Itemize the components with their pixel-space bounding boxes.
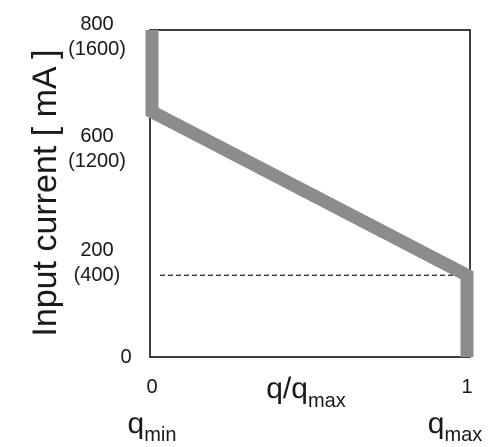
y-tick-label-600: 600 <box>80 125 113 147</box>
plot-frame <box>149 29 471 358</box>
y-tick-label-800: 800 <box>80 13 113 35</box>
y-axis-label: Input current [ mA ] <box>26 49 64 336</box>
q-min-label: qmin <box>128 407 177 446</box>
y-tick-label-0: 0 <box>120 346 131 368</box>
x-axis-label: q/qmax <box>266 372 346 412</box>
chart-marks <box>145 30 474 357</box>
q-max-label: qmax <box>428 407 482 446</box>
y-tick-label-200: 200 <box>80 239 113 261</box>
x-tick-label-0: 0 <box>146 376 157 398</box>
series-line-0 <box>145 30 474 357</box>
x-tick-label-1: 1 <box>461 376 472 398</box>
y-tick-alt-1200: (1200) <box>68 150 126 172</box>
y-tick-alt-400: (400) <box>74 264 121 286</box>
y-tick-alt-1600: (1600) <box>68 38 126 60</box>
